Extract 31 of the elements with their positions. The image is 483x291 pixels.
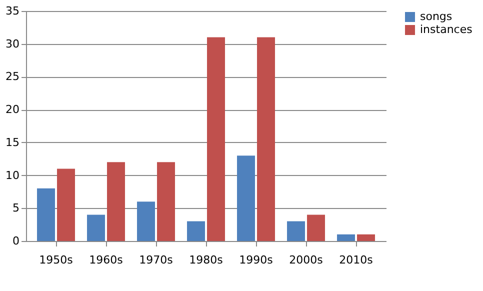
x-tick-label: 2010s [339, 254, 374, 266]
x-tick-label: 1990s [239, 254, 274, 266]
y-tick-label: 5 [12, 202, 20, 215]
bar [257, 37, 275, 241]
bar [187, 221, 205, 241]
bar [57, 168, 75, 241]
y-tick-label: 20 [6, 103, 20, 116]
bar [157, 162, 175, 241]
bar [87, 214, 105, 241]
bar [357, 234, 375, 241]
bar [237, 156, 255, 241]
y-tick-label: 25 [6, 70, 20, 84]
legend-label: songs [420, 10, 452, 23]
bar [337, 234, 355, 241]
x-tick-label: 1980s [189, 254, 224, 266]
x-tick-label: 2000s [289, 254, 324, 266]
y-tick-label: 15 [6, 136, 20, 149]
x-tick-label: 1960s [89, 254, 124, 266]
y-tick-label: 10 [6, 168, 20, 182]
bar [107, 162, 125, 241]
bar [287, 221, 305, 241]
bar [37, 188, 55, 241]
x-tick-label: 1950s [39, 254, 74, 266]
y-tick-label: 30 [6, 37, 20, 50]
y-tick-label: 35 [6, 4, 20, 18]
y-tick-label: 0 [12, 234, 20, 248]
x-tick-label: 1970s [139, 254, 174, 266]
legend-label: instances [420, 23, 473, 36]
bar [307, 214, 325, 241]
bar [207, 37, 225, 241]
bar [137, 202, 155, 241]
